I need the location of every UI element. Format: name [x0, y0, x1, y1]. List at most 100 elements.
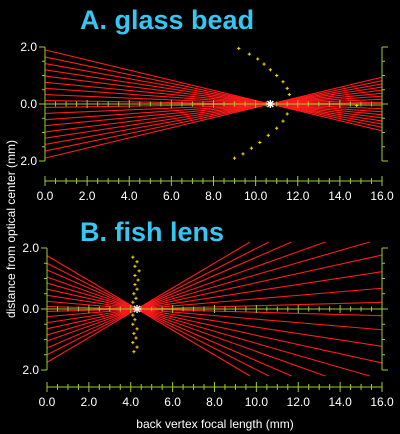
panel-b-plot: 2.0 0.0 2.0 0.0 2.0 4.0 6.0 8.0 10.0 12.0 14.0 16.0 [22, 241, 394, 409]
a-ray-16 [44, 80, 383, 152]
a-x-tick-label: 8.0 [205, 189, 222, 203]
b-focal-point-1 [135, 260, 139, 264]
b-focal-point-7 [135, 287, 139, 291]
b-focal-point-18 [135, 345, 139, 349]
b-ray-16 [46, 241, 270, 356]
a-focal-point-13 [258, 140, 262, 145]
a-x-tick-label: 10.0 [244, 189, 268, 203]
a-focal-point-14 [249, 146, 254, 150]
b-x-tick-label: 14.0 [328, 395, 352, 409]
panel-a-title: A. glass bead [80, 5, 254, 35]
b-ray-17 [46, 241, 251, 363]
b-ray-1 [46, 262, 270, 377]
b-y-tick-label: 2.0 [22, 241, 39, 255]
b-x-tick-label: 0.0 [39, 395, 56, 409]
b-focal-point-5 [136, 278, 140, 282]
a-focal-point-0 [237, 46, 241, 51]
b-x-tick-label: 16.0 [370, 395, 394, 409]
b-ray-5 [46, 288, 383, 364]
a-ray-1 [44, 56, 383, 128]
b-ray-15 [46, 241, 292, 349]
b-ray-3 [46, 276, 326, 377]
b-ray-4 [46, 282, 370, 377]
a-focal-point-12 [266, 133, 270, 137]
a-x-tick-label: 14.0 [328, 189, 352, 203]
a-focus-star [266, 100, 275, 108]
a-x-tick-label: 6.0 [163, 189, 180, 203]
b-ray-7 [46, 300, 383, 331]
a-focal-point-16 [232, 156, 237, 160]
b-focal-point-8 [132, 292, 136, 296]
b-focal-point-3 [137, 269, 141, 273]
a-focal-point-9 [285, 112, 289, 116]
a-y-tick-label: 0.0 [20, 97, 37, 111]
b-focal-point-9 [134, 296, 138, 300]
a-y-tick-label: 2.0 [20, 154, 37, 168]
a-focal-point-1 [247, 52, 251, 56]
a-focal-point-2 [256, 57, 260, 61]
a-y-tick-label: 2.0 [20, 40, 37, 54]
a-focal-point-4 [268, 68, 272, 72]
a-ray-0 [44, 49, 383, 132]
a-focal-point-11 [275, 126, 279, 130]
a-focal-point-7 [285, 86, 289, 90]
a-x-tick-label: 2.0 [79, 189, 96, 203]
a-focal-point-10 [281, 119, 285, 123]
a-ray-2 [44, 62, 383, 125]
a-ray-13 [44, 89, 383, 133]
a-ray-15 [44, 83, 383, 146]
b-focal-point-4 [133, 273, 137, 278]
a-focal-point-17 [355, 103, 359, 108]
b-x-tick-label: 2.0 [81, 395, 98, 409]
b-focal-point-6 [133, 283, 137, 287]
b-ray-6 [46, 294, 383, 347]
b-ray-10 [46, 287, 383, 318]
b-focal-point-2 [133, 264, 137, 268]
b-x-tick-label: 12.0 [287, 395, 311, 409]
a-focus-star-stroke [266, 100, 274, 108]
b-focus-star [133, 305, 142, 313]
b-ray-2 [46, 269, 292, 377]
a-ray-4 [44, 75, 383, 119]
a-x-tick-label: 16.0 [370, 189, 394, 203]
b-y-tick-label: 2.0 [22, 363, 39, 377]
b-focal-point-0 [131, 255, 135, 259]
b-focal-point-19 [132, 350, 136, 354]
b-focal-point-12 [133, 318, 137, 322]
b-y-tick-label: 0.0 [22, 302, 39, 316]
a-ray-17 [44, 76, 383, 159]
b-x-tick-label: 4.0 [122, 395, 139, 409]
b-x-tick-label: 8.0 [206, 395, 223, 409]
b-focal-point-11 [131, 313, 135, 317]
a-focal-point-8 [287, 92, 291, 97]
b-ray-12 [46, 254, 383, 330]
a-focal-point-6 [281, 80, 285, 84]
a-focal-point-15 [241, 152, 245, 156]
a-ray-3 [44, 69, 383, 122]
b-ray-11 [46, 271, 383, 324]
b-x-tick-label: 6.0 [164, 395, 181, 409]
a-focal-point-5 [275, 73, 279, 78]
b-focal-point-10 [131, 300, 135, 304]
panel-a-plot: 2.0 0.0 2.0 0.0 2.0 4.0 6.0 8.0 10.0 12.0 14.0 16.0 [20, 40, 394, 203]
b-focus-star-stroke [133, 305, 141, 313]
b-focal-point-17 [131, 340, 135, 345]
b-ray-14 [46, 241, 326, 342]
b-ray-0 [46, 255, 251, 377]
b-focal-point-16 [134, 336, 138, 340]
a-x-tick-label: 0.0 [37, 189, 54, 203]
a-focal-point-3 [262, 62, 266, 66]
panel-b-title: B. fish lens [80, 217, 224, 247]
a-ray-12 [44, 92, 383, 127]
x-axis-label: back vertex focal length (mm) [136, 417, 293, 431]
a-x-tick-label: 12.0 [286, 189, 310, 203]
b-focal-point-13 [131, 322, 135, 326]
b-focal-point-15 [132, 331, 136, 335]
y-axis-label: distance from optical center (mm) [4, 140, 18, 318]
b-x-tick-label: 10.0 [245, 395, 269, 409]
b-ray-13 [46, 241, 370, 336]
a-ray-14 [44, 86, 383, 139]
a-ray-5 [44, 81, 383, 116]
